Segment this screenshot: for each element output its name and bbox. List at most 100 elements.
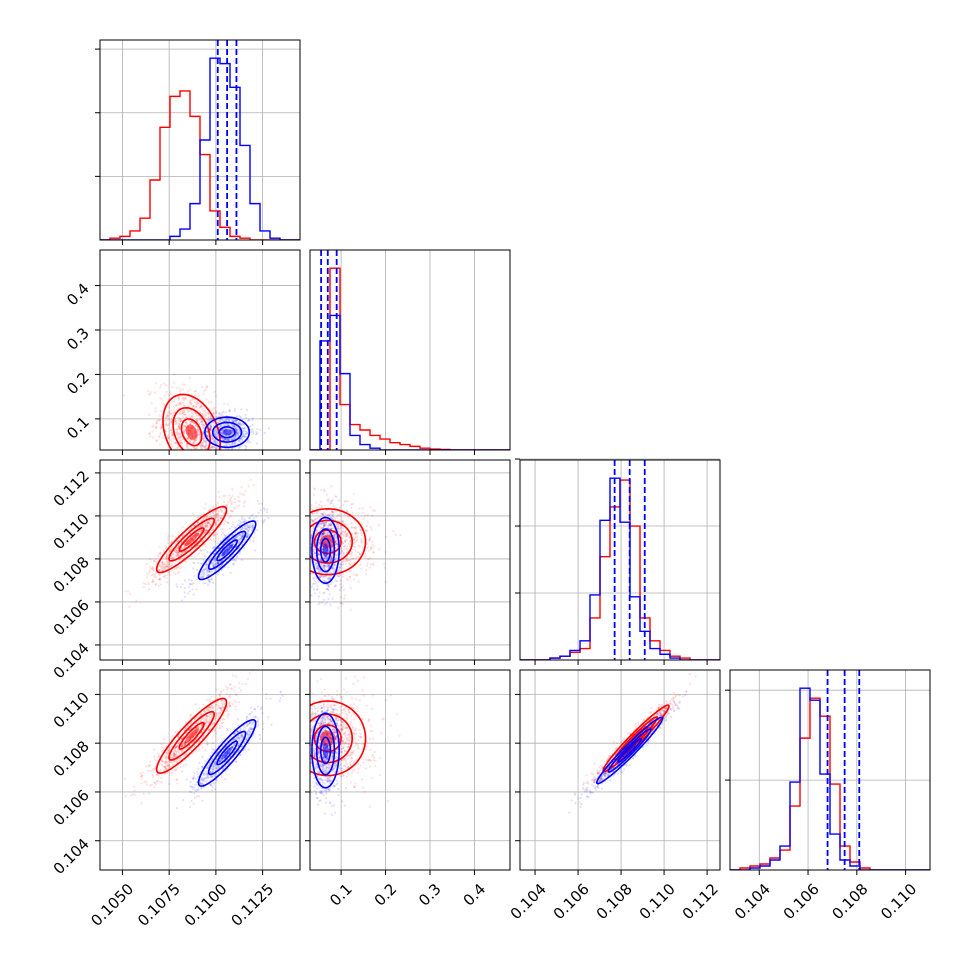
sample-point (304, 532, 306, 534)
sample-point (208, 532, 211, 535)
sample-point (164, 467, 166, 469)
sample-point (249, 478, 252, 481)
sample-point (159, 410, 162, 413)
sample-point (349, 559, 352, 562)
sample-point (314, 564, 317, 567)
sample-point (204, 525, 207, 528)
sample-point (195, 415, 198, 418)
sample-point (179, 387, 182, 390)
sample-point (209, 452, 211, 454)
sample-point (178, 436, 181, 439)
sample-point (350, 563, 353, 566)
contour-red (155, 505, 228, 574)
sample-point (213, 439, 216, 442)
sample-point (176, 551, 179, 554)
sample-point (335, 574, 338, 577)
sample-point (326, 565, 329, 568)
sample-point (321, 512, 324, 516)
sample-point (217, 517, 220, 520)
sample-point (215, 521, 218, 524)
sample-point (159, 427, 162, 430)
sample-point (234, 426, 237, 429)
sample-point (235, 419, 238, 422)
sample-point (321, 522, 324, 525)
sample-point (200, 562, 203, 565)
sample-point (193, 574, 196, 577)
sample-point (322, 524, 325, 527)
sample-point (211, 578, 214, 581)
sample-point (159, 552, 162, 555)
sample-point (213, 558, 216, 561)
sample-point (286, 501, 288, 503)
sample-point (160, 426, 163, 430)
sample-point (161, 564, 164, 567)
sample-point (331, 557, 334, 560)
sample-point (191, 415, 194, 418)
sample-point (317, 552, 320, 555)
sample-point (371, 543, 374, 547)
sample-point (243, 435, 246, 438)
sample-point (175, 478, 177, 480)
sample-point (315, 588, 319, 592)
sample-point (215, 516, 219, 519)
sample-point (194, 424, 197, 428)
sample-point (261, 502, 264, 505)
sample-point (313, 518, 316, 521)
sample-point (190, 454, 192, 456)
sample-point (142, 582, 145, 585)
sample-point (197, 433, 200, 436)
sample-point (345, 577, 348, 580)
sample-point (177, 531, 180, 534)
sample-point (167, 423, 170, 426)
sample-point (171, 445, 174, 448)
sample-point (154, 426, 157, 429)
sample-point (171, 437, 174, 440)
sample-point (340, 550, 343, 553)
sample-point (252, 540, 255, 543)
sample-point (224, 444, 227, 447)
sample-point (310, 534, 313, 538)
sample-point (216, 562, 219, 565)
sample-point (341, 520, 344, 523)
sample-point (325, 601, 328, 605)
sample-point (293, 529, 295, 531)
sample-point (377, 523, 380, 527)
sample-point (203, 416, 206, 419)
sample-point (204, 563, 207, 566)
sample-point (180, 438, 183, 441)
sample-point (230, 510, 233, 513)
sample-point (220, 433, 224, 436)
sample-point (245, 409, 248, 412)
sample-point (303, 541, 305, 543)
sample-point (366, 524, 369, 527)
sample-point (231, 431, 234, 434)
sample-point (349, 586, 352, 589)
sample-point (231, 501, 234, 504)
sample-point (175, 549, 178, 552)
sample-point (181, 415, 184, 418)
sample-point (232, 521, 235, 524)
sample-point (252, 484, 255, 487)
sample-point (339, 596, 343, 599)
sample-point (304, 513, 306, 515)
sample-point (223, 438, 226, 441)
sample-point (168, 562, 171, 565)
sample-point (179, 412, 182, 415)
sample-point (181, 583, 184, 586)
sample-point (149, 393, 152, 396)
sample-point (322, 555, 325, 558)
sample-point (200, 541, 203, 544)
sample-point (212, 483, 214, 485)
sample-point (184, 454, 186, 456)
sample-point (201, 476, 203, 478)
sample-point (356, 555, 359, 558)
sample-point (203, 454, 205, 456)
sample-point (211, 455, 213, 457)
sample-point (169, 420, 172, 423)
sample-point (177, 432, 180, 435)
sample-point (358, 551, 361, 555)
sample-point (287, 527, 289, 529)
sample-point (216, 509, 219, 512)
sample-point (170, 431, 173, 434)
sample-point (333, 535, 336, 539)
